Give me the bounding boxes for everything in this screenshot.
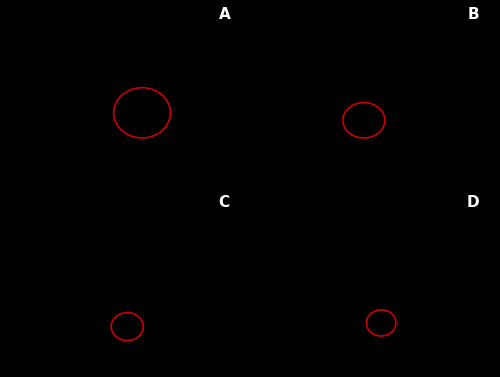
Text: B: B — [468, 7, 479, 22]
Text: C: C — [218, 195, 230, 210]
Text: A: A — [218, 7, 230, 22]
Text: D: D — [467, 195, 479, 210]
